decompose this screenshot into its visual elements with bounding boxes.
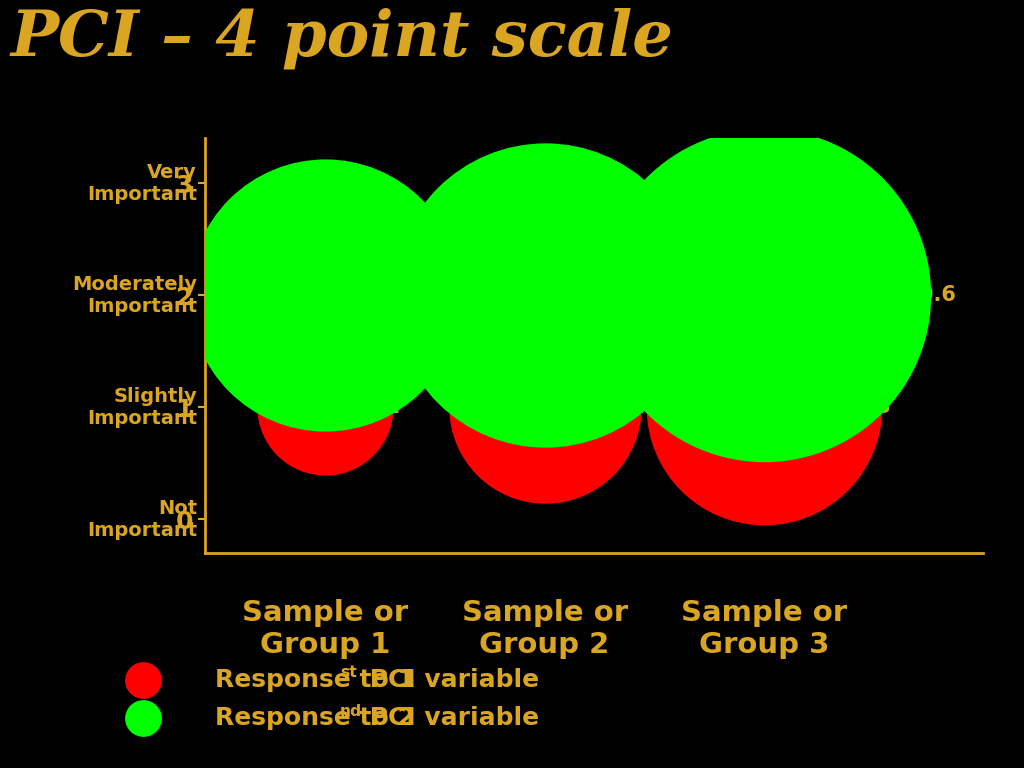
Text: Response to 1: Response to 1 [215, 667, 415, 692]
Point [756, 401, 772, 413]
Text: 0.3: 0.3 [854, 397, 891, 417]
Point [135, 674, 152, 686]
Text: Response to 2: Response to 2 [215, 706, 415, 730]
Point [537, 401, 553, 413]
Text: 0.1: 0.1 [362, 397, 399, 417]
Text: Slightly
Important: Slightly Important [87, 387, 197, 428]
Text: Sample or
Group 2: Sample or Group 2 [462, 599, 628, 660]
Text: Moderately
Important: Moderately Important [72, 275, 197, 316]
Text: 0.5: 0.5 [676, 285, 713, 305]
Text: Sample or
Group 1: Sample or Group 1 [243, 599, 409, 660]
Point [317, 401, 334, 413]
Text: Not
Important: Not Important [87, 499, 197, 540]
Text: st: st [340, 665, 356, 680]
Text: 0.4: 0.4 [433, 285, 470, 305]
Point [756, 289, 772, 301]
Text: 0.2: 0.2 [608, 397, 645, 417]
Text: PCI variable: PCI variable [361, 667, 540, 692]
Text: 0.6: 0.6 [920, 285, 956, 305]
Point [317, 289, 334, 301]
Text: PCI – 4 point scale: PCI – 4 point scale [10, 8, 673, 69]
Text: Sample or
Group 3: Sample or Group 3 [681, 599, 847, 660]
Text: PCI variable: PCI variable [361, 706, 540, 730]
Text: Very
Important: Very Important [87, 163, 197, 204]
Point [537, 289, 553, 301]
Point [135, 712, 152, 724]
Text: nd: nd [340, 703, 362, 719]
